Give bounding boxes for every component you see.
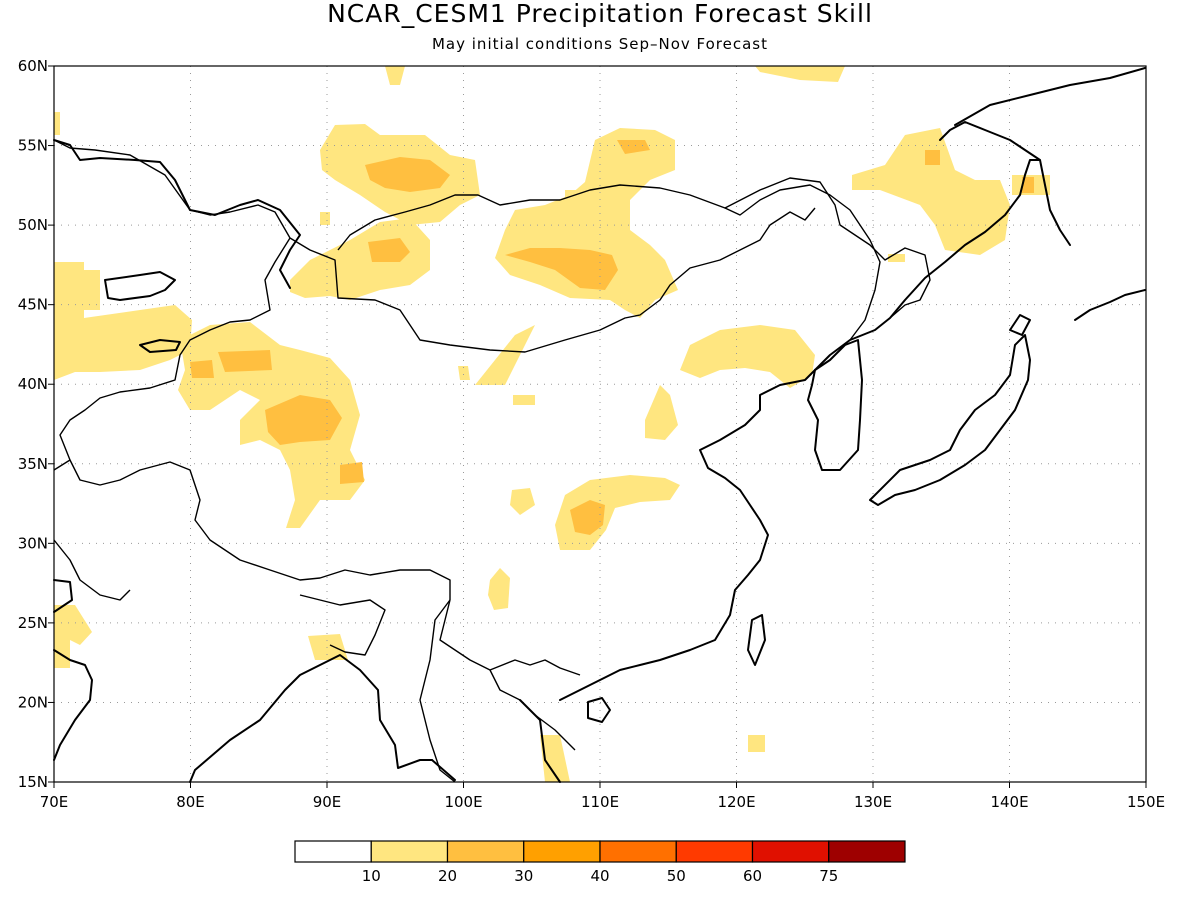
lat-tick-label-15: 15N [18,773,48,791]
skill-region-baikal-core [617,140,650,154]
border-kazakhstan-russia [53,139,291,239]
skill-region-indochina [540,735,570,782]
skill-region-sichuan-core [570,500,605,535]
skill-region-altai [290,218,430,300]
colorbar-swatch-5 [675,840,754,863]
colorbar-swatch-0 [294,840,372,863]
colorbar-label-60: 60 [743,867,762,885]
skill-region-kunlun-core [340,462,364,484]
japan-outline [869,314,1031,506]
skill-region-yakutia [755,66,845,82]
border-myanmar [419,599,456,783]
map-gridlines [54,66,1146,782]
skill-region-luzon [748,735,765,752]
lon-tick-label-100: 100E [444,793,482,811]
colorbar-swatch-4 [599,840,677,863]
axis-ticks [48,65,1147,788]
national-borders [53,139,931,783]
skill-region-north-china-spot [645,385,678,440]
lon-tick-label-140: 140E [990,793,1028,811]
lon-tick-label-150: 150E [1127,793,1165,811]
skill-region-gobi-tail [475,325,535,385]
colorbar-label-30: 30 [514,867,533,885]
colorbar-swatch-7 [828,840,906,863]
colorbar-swatch-6 [751,840,830,863]
skill-region-gujarat [54,605,92,668]
map-panel [53,65,1147,783]
skill-region-sichuan-dot [510,488,535,515]
latitude-tick-labels: 15N 20N 25N 30N 35N 40N 45N 50N 55N 60N [18,57,48,791]
figure-subtitle: May initial conditions Sep–Nov Forecast [432,35,768,53]
border-china-west [59,237,451,600]
border-mongolia-russia [337,177,931,319]
lat-tick-label-30: 30N [18,534,48,552]
skill-region-tuva-dot [320,212,330,225]
lon-tick-label-130: 130E [854,793,892,811]
lat-tick-label-20: 20N [18,693,48,711]
skill-region-amur-core [925,150,940,165]
skill-region-gobi-dot2 [513,395,535,405]
lon-tick-label-70: 70E [40,793,69,811]
coastline-russia-pacific [814,121,1071,371]
colorbar-label-40: 40 [590,867,609,885]
figure-title: NCAR_CESM1 Precipitation Forecast Skill [327,0,873,28]
colorbar-swatch-3 [523,840,601,863]
okhotsk-coast [954,67,1146,126]
skill-region-kashgar-core [190,360,214,378]
lat-tick-label-40: 40N [18,375,48,393]
border-china-mongolia [289,207,816,353]
lon-tick-label-120: 120E [717,793,755,811]
skill-region-tarim-core [265,395,342,445]
skill-region-gobi-dot [458,366,470,380]
skill-region-central-mongolia [495,128,678,318]
skill-region-altai-core [368,238,410,262]
skill-region-aral-west [54,112,60,135]
skill-region-yunnan [488,568,510,610]
balkhash-outline [139,339,181,353]
korea-outline [807,339,863,471]
colorbar-label-75: 75 [819,867,838,885]
lat-tick-label-25: 25N [18,614,48,632]
lat-tick-label-50: 50N [18,216,48,234]
border-russia-china-east [724,184,881,341]
lon-tick-label-80: 80E [176,793,205,811]
skill-region-bangladesh [308,634,348,660]
longitude-tick-labels: 70E 80E 90E 100E 110E 120E 130E 140E 150E [40,793,1165,811]
hainan-outline [587,697,611,723]
skill-region-sayan-north [385,66,405,85]
colorbar-swatch-1 [370,840,449,863]
border-pakistan-afghan [53,459,131,601]
colorbar-label-20: 20 [438,867,457,885]
lon-tick-label-110: 110E [581,793,619,811]
skill-region-central-mongolia-core [505,248,618,290]
skill-region-sakhalin-core [1022,177,1034,193]
border-laos-vietnam [489,669,576,751]
kuril-kamchatka [1074,289,1146,321]
skill-region-tianshan-core [218,350,272,372]
colorbar-label-10: 10 [362,867,381,885]
lat-tick-label-60: 60N [18,57,48,75]
skill-shading [54,66,1050,782]
lat-tick-label-35: 35N [18,455,48,473]
lat-tick-label-45: 45N [18,296,48,314]
lon-tick-label-90: 90E [313,793,342,811]
colorbar: 10 20 30 40 50 60 75 [294,840,906,885]
skill-region-primorye-dot [888,254,905,262]
skill-region-sayan-core [365,157,450,192]
skill-region-north-china [680,325,815,388]
colorbar-swatch-2 [446,840,525,863]
skill-region-amur [852,128,1010,255]
colorbar-label-50: 50 [667,867,686,885]
taiwan-outline [747,614,766,666]
lat-tick-label-55: 55N [18,137,48,155]
border-india-east [299,594,386,656]
coastline-india [53,579,433,783]
aral-sea-outline [104,271,176,301]
